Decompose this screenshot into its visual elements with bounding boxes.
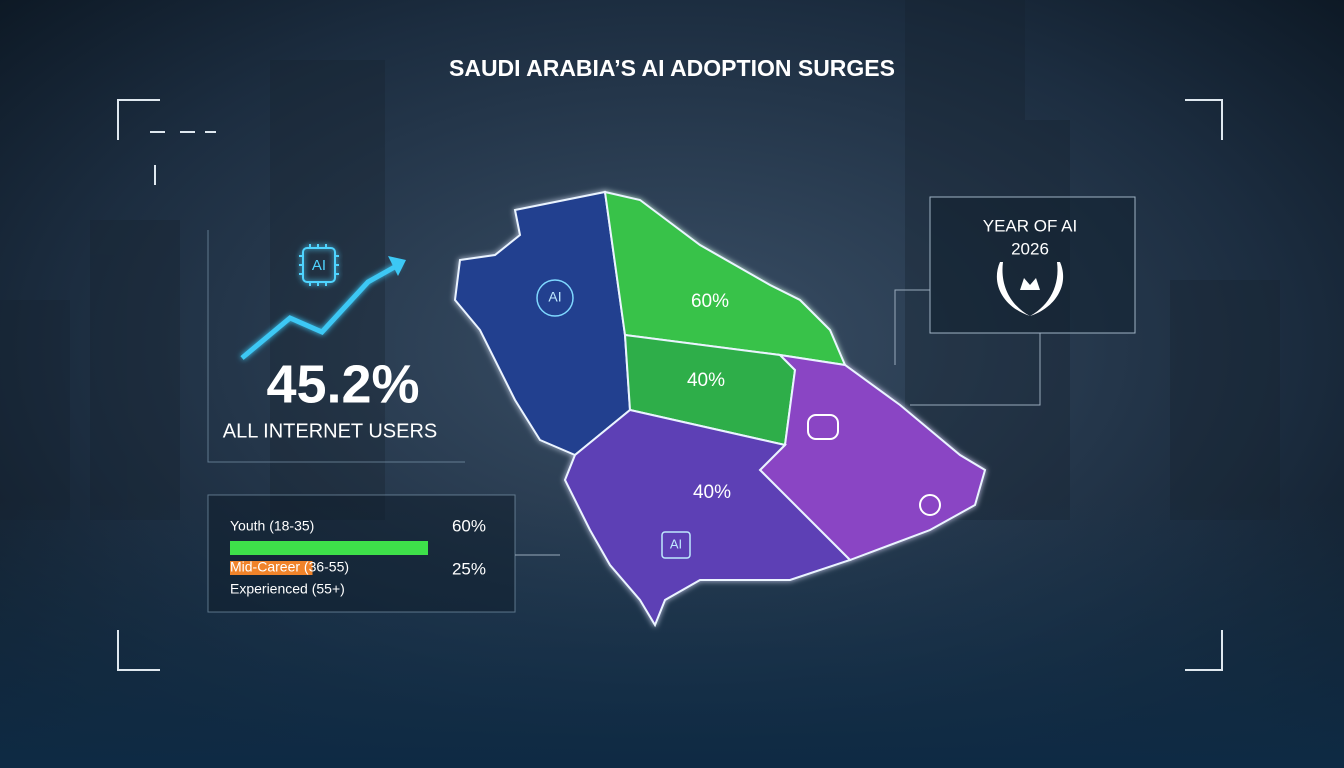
map-icon-label: AI <box>670 536 682 551</box>
trend-arrow <box>240 261 402 360</box>
map <box>453 190 987 628</box>
age-bar <box>230 541 428 555</box>
frame-corners <box>117 99 1223 671</box>
badge-box <box>929 196 1136 334</box>
age-value: 25% <box>452 559 486 578</box>
badge-line2: 2026 <box>1011 239 1049 258</box>
region-label: 40% <box>693 482 731 503</box>
badge-line1: YEAR OF AI <box>983 216 1077 235</box>
chip-label: AI <box>312 257 326 274</box>
stat-caption: ALL INTERNET USERS <box>223 420 438 442</box>
robot-icon <box>807 414 839 440</box>
age-label: Mid-Career (36-55) <box>230 559 349 575</box>
map-icon-label: AI <box>548 289 561 305</box>
age-bar <box>230 561 313 575</box>
stat-value: 45.2% <box>266 354 419 414</box>
laurel-wreath <box>996 262 1064 316</box>
region-label: 60% <box>691 291 729 312</box>
connector-lines <box>515 289 1041 556</box>
stat-panel <box>207 230 465 463</box>
age-value: 60% <box>452 516 486 535</box>
age-label: Youth (18-35) <box>230 518 314 534</box>
map-region <box>758 353 987 562</box>
chip-icon <box>661 531 691 559</box>
gear-icon <box>919 494 941 516</box>
city-skyline <box>0 0 1280 520</box>
age-label: Experienced (55+) <box>230 581 345 597</box>
age-bars: Youth (18-35) 60% Mid-Career (36-55) 25% Exp… <box>230 516 486 597</box>
map-region <box>563 408 852 628</box>
region-label: 40% <box>687 370 725 391</box>
chip-icon <box>299 244 339 286</box>
arrow-head <box>388 256 406 276</box>
ai-node-icon <box>536 279 574 317</box>
title: SAUDI ARABIA’S AI ADOPTION SURGES <box>449 55 895 81</box>
